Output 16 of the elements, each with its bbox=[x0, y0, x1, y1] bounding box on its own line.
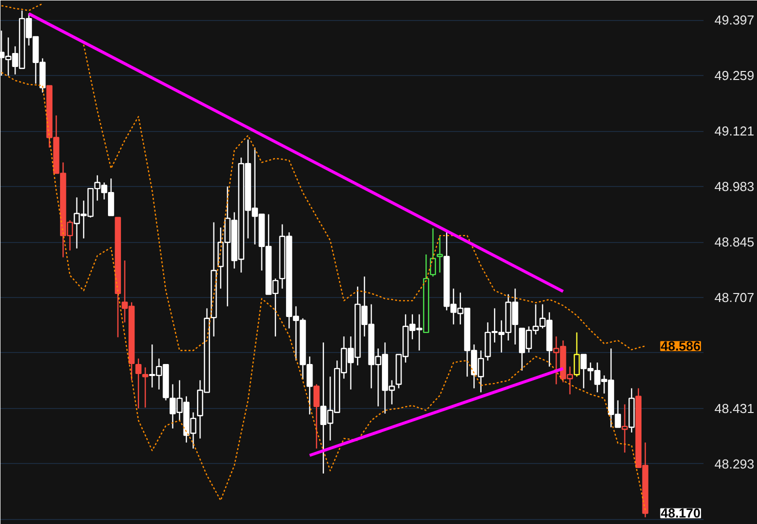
y-tick-label: 49.121 bbox=[714, 124, 754, 139]
candlestick bbox=[313, 384, 320, 450]
candlestick bbox=[436, 236, 443, 274]
y-tick-label: 48.845 bbox=[714, 234, 754, 250]
y-tick-label: 48.707 bbox=[714, 290, 754, 305]
y-tick-label: 48.983 bbox=[714, 179, 754, 194]
candlestick bbox=[142, 366, 148, 408]
candlestick bbox=[135, 358, 142, 409]
candlestick bbox=[430, 228, 436, 278]
line-series bbox=[0, 72, 646, 512]
y-tick-label: 49.259 bbox=[714, 68, 754, 84]
y-tick-label: 49.397 bbox=[714, 12, 754, 28]
y-tick-label: 48.431 bbox=[714, 400, 754, 416]
text: 48.586 bbox=[660, 338, 701, 354]
text: 48.170 bbox=[660, 506, 701, 521]
y-tick-label: 48.293 bbox=[714, 456, 754, 472]
